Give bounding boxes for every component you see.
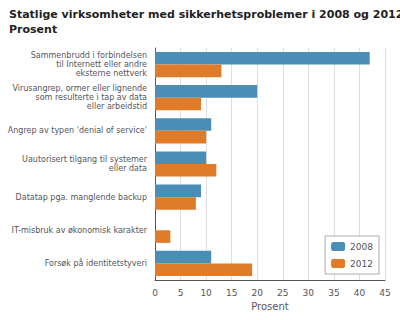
svg-text:15: 15 xyxy=(226,288,237,298)
svg-text:5: 5 xyxy=(178,288,184,298)
svg-text:Sammenbrudd i forbindelsen: Sammenbrudd i forbindelsen xyxy=(31,51,147,60)
svg-text:Forsøk på identitetstyveri: Forsøk på identitetstyveri xyxy=(45,258,147,268)
svg-text:30: 30 xyxy=(303,288,315,298)
svg-text:eller arbeidstid: eller arbeidstid xyxy=(87,102,147,111)
svg-text:IT-misbruk av økonomisk karakt: IT-misbruk av økonomisk karakter xyxy=(12,226,148,235)
svg-text:2008: 2008 xyxy=(350,242,373,252)
svg-text:45: 45 xyxy=(379,288,390,298)
svg-text:som resulterte i tap av data: som resulterte i tap av data xyxy=(36,93,148,102)
svg-text:35: 35 xyxy=(328,288,339,298)
svg-text:40: 40 xyxy=(354,288,366,298)
svg-text:Virusangrep, ormer eller ligne: Virusangrep, ormer eller lignende xyxy=(12,84,147,93)
svg-text:10: 10 xyxy=(200,288,212,298)
svg-text:0: 0 xyxy=(152,288,158,298)
svg-text:eller data: eller data xyxy=(109,164,147,173)
svg-text:25: 25 xyxy=(277,288,288,298)
svg-text:Prosent: Prosent xyxy=(9,23,57,36)
svg-text:Uautorisert tilgang til system: Uautorisert tilgang til systemer xyxy=(22,155,148,164)
svg-text:20: 20 xyxy=(251,288,263,298)
svg-text:til Internett eller andre: til Internett eller andre xyxy=(56,60,147,69)
svg-text:Prosent: Prosent xyxy=(251,301,289,312)
svg-text:Statlige virksomheter med sikk: Statlige virksomheter med sikkerhetsprob… xyxy=(9,8,400,21)
svg-text:2012: 2012 xyxy=(350,259,373,269)
svg-text:eksterne nettverk: eksterne nettverk xyxy=(76,69,148,78)
svg-text:Datatap pga. manglende backup: Datatap pga. manglende backup xyxy=(16,193,147,202)
svg-text:Angrep av typen 'denial of ser: Angrep av typen 'denial of service' xyxy=(8,126,147,135)
